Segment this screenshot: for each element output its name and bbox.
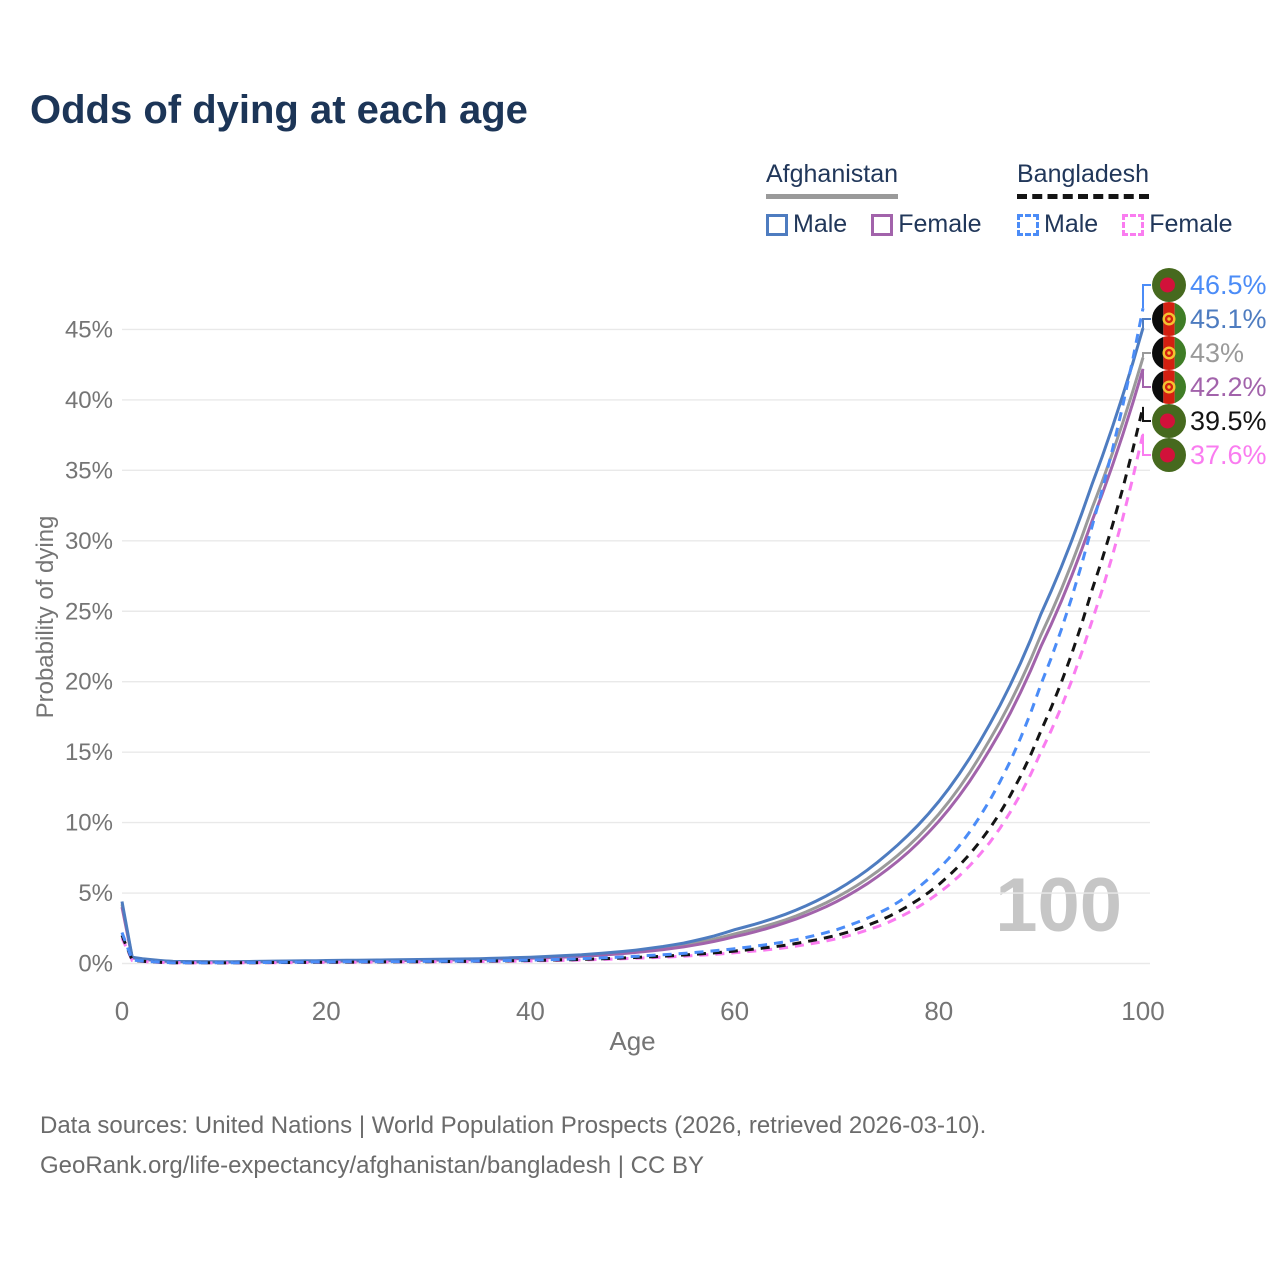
- bangladesh-flag-icon: [1152, 404, 1186, 438]
- series-line-afg-female[interactable]: [120, 368, 1145, 964]
- legend-group-bangladesh: Bangladesh Male Female: [1017, 160, 1233, 239]
- y-tick-label: 45%: [65, 316, 113, 343]
- x-tick-label: 80: [924, 996, 953, 1026]
- bangladesh-male-swatch-icon: [1017, 213, 1039, 236]
- x-tick-label: 0: [115, 996, 129, 1026]
- series-line-bgd-female[interactable]: [120, 433, 1145, 965]
- legend-country-afghanistan[interactable]: Afghanistan: [766, 160, 899, 199]
- y-tick-label: 25%: [65, 598, 113, 625]
- footer: Data sources: United Nations | World Pop…: [40, 1106, 986, 1186]
- footer-data-sources: Data sources: United Nations | World Pop…: [40, 1112, 987, 1139]
- legend-country-bangladesh[interactable]: Bangladesh: [1017, 160, 1150, 199]
- page-title: Odds of dying at each age: [30, 88, 528, 132]
- afghanistan-flag-icon: [1152, 370, 1186, 404]
- end-value-label-bgd-female: 37.6%: [1190, 440, 1267, 470]
- legend-label-afghanistan-male: Male: [793, 210, 848, 238]
- legend-item-afghanistan-female[interactable]: Female: [871, 210, 982, 239]
- leader-line-afg-female: [1142, 368, 1151, 388]
- end-value-label-afg-total: 43%: [1190, 338, 1244, 368]
- x-tick-label: 40: [516, 996, 545, 1026]
- y-tick-label: 40%: [65, 387, 113, 414]
- afghanistan-male-swatch-icon: [766, 213, 788, 236]
- y-tick-label: 10%: [65, 810, 113, 837]
- leader-line-afg-total: [1142, 352, 1151, 358]
- footer-attribution[interactable]: GeoRank.org/life-expectancy/afghanistan/…: [40, 1152, 704, 1179]
- end-value-label-bgd-total: 39.5%: [1190, 406, 1267, 436]
- series-line-bgd-male[interactable]: [120, 308, 1145, 965]
- leader-line-bgd-total: [1142, 406, 1151, 422]
- bangladesh-flag-icon: [1152, 438, 1186, 472]
- leader-line-bgd-male: [1142, 284, 1151, 309]
- legend-item-afghanistan-male[interactable]: Male: [766, 210, 847, 239]
- mortality-line-chart: 0% 5% 10% 15% 20% 25% 30% 35% 40% 45% 0 20 40 60 80 100…: [65, 268, 1267, 1056]
- x-axis-title: Age: [609, 1026, 655, 1056]
- y-tick-label: 0%: [78, 951, 113, 978]
- end-value-label-bgd-male: 46.5%: [1190, 270, 1267, 300]
- x-tick-label: 20: [312, 996, 341, 1026]
- end-value-label-afg-male: 45.1%: [1190, 304, 1267, 334]
- legend-item-bangladesh-female[interactable]: Female: [1122, 210, 1233, 239]
- leader-line-bgd-female: [1142, 433, 1151, 456]
- afghanistan-flag-icon: [1152, 336, 1186, 370]
- legend-group-afghanistan: Afghanistan Male Female: [766, 160, 982, 239]
- end-value-label-afg-female: 42.2%: [1190, 372, 1267, 402]
- legend-label-bangladesh-female: Female: [1149, 210, 1233, 238]
- afghanistan-female-swatch-icon: [871, 213, 894, 236]
- afghanistan-flag-icon: [1152, 302, 1186, 336]
- y-tick-label: 15%: [65, 739, 113, 766]
- watermark-age-100: 100: [995, 863, 1122, 948]
- x-tick-label: 100: [1121, 996, 1164, 1026]
- series-line-afg-total[interactable]: [120, 357, 1145, 964]
- legend-item-bangladesh-male[interactable]: Male: [1017, 210, 1098, 239]
- leader-line-afg-male: [1142, 318, 1151, 328]
- series-line-afg-male[interactable]: [120, 327, 1145, 964]
- bangladesh-female-swatch-icon: [1122, 213, 1145, 236]
- x-tick-label: 60: [720, 996, 749, 1026]
- y-tick-label: 20%: [65, 669, 113, 696]
- y-tick-label: 5%: [78, 880, 113, 907]
- bangladesh-flag-icon: [1152, 268, 1186, 302]
- y-tick-label: 30%: [65, 528, 113, 555]
- legend-label-bangladesh-male: Male: [1044, 210, 1099, 238]
- legend: Afghanistan Male Female Bangladesh Male …: [0, 160, 1280, 250]
- series-line-bgd-total[interactable]: [120, 406, 1145, 965]
- y-tick-label: 35%: [65, 457, 113, 484]
- legend-label-afghanistan-female: Female: [898, 210, 982, 238]
